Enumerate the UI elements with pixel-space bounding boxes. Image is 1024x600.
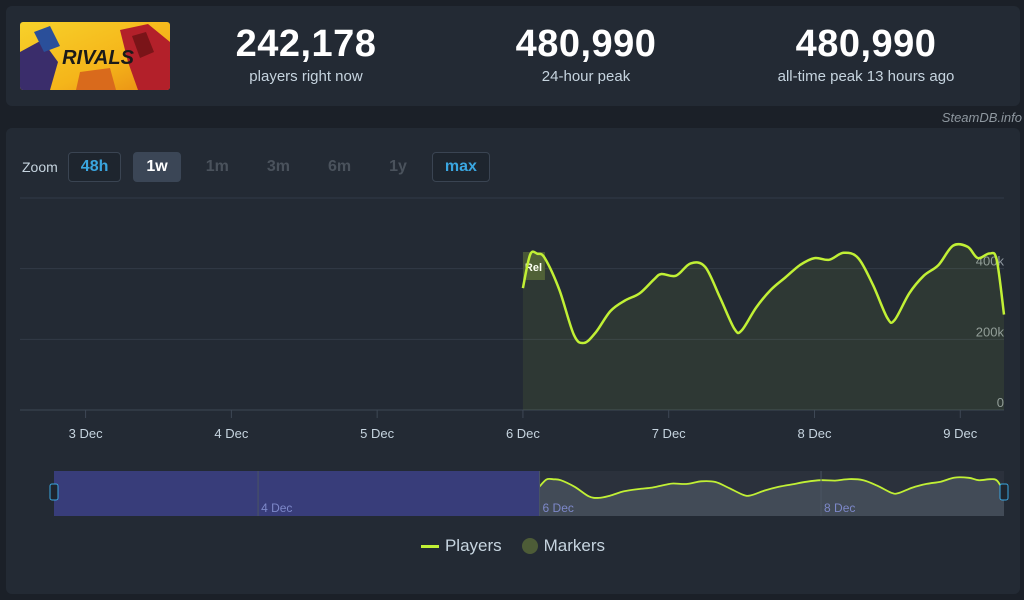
stat-value: 480,990: [795, 23, 937, 65]
navigator-left-handle[interactable]: [49, 483, 59, 501]
stat-label: 24-hour peak: [541, 68, 631, 85]
source-link[interactable]: SteamDB.info: [941, 110, 1022, 125]
zoom-3m-button[interactable]: 3m: [254, 152, 303, 182]
y-tick-label: 200k: [976, 324, 1005, 339]
zoom-6m-button[interactable]: 6m: [315, 152, 364, 182]
navigator-mask: [54, 471, 540, 516]
x-tick-label: 3 Dec: [69, 426, 103, 441]
x-tick-label: 4 Dec: [214, 426, 248, 441]
navigator-tick-label: 6 Dec: [543, 501, 574, 515]
x-tick-label: 6 Dec: [506, 426, 540, 441]
zoom-1w-button[interactable]: 1w: [133, 152, 181, 182]
x-tick-label: 7 Dec: [652, 426, 686, 441]
navigator-tick-label: 4 Dec: [261, 501, 292, 515]
navigator-tick-label: 8 Dec: [824, 501, 855, 515]
navigator-line: [538, 476, 1005, 499]
legend-item-markers[interactable]: Markers: [521, 536, 606, 556]
zoom-controls: Zoom 48h 1w 1m 3m 6m 1y max: [22, 152, 502, 182]
legend-label: Players: [444, 536, 502, 555]
zoom-max-button[interactable]: max: [431, 152, 490, 182]
logo-text: RIVALS: [62, 47, 135, 69]
x-tick-label: 9 Dec: [943, 426, 977, 441]
stat-24h-peak: 480,990 24-hour peak: [466, 22, 706, 85]
release-marker-label: Rel: [525, 262, 542, 274]
stat-value: 480,990: [515, 23, 657, 65]
legend-dot-icon: [521, 538, 538, 554]
stat-value: 242,178: [235, 23, 377, 65]
zoom-label: Zoom: [22, 159, 58, 175]
x-tick-label: 5 Dec: [360, 426, 394, 441]
stat-label: players right now: [249, 68, 363, 85]
x-axis: 3 Dec 4 Dec 5 Dec 6 Dec 7 Dec 8 Dec 9 Dec: [69, 410, 978, 441]
chart-grid: [20, 197, 1004, 411]
series-layer: [521, 242, 1006, 410]
zoom-48h-button[interactable]: 48h: [67, 152, 122, 182]
stats-bar: RIVALS 242,178 players right now 480,990…: [6, 6, 1020, 106]
chart-legend: Players Markers: [6, 536, 1020, 556]
zoom-1y-button[interactable]: 1y: [376, 152, 420, 182]
x-tick-label: 8 Dec: [798, 426, 832, 441]
navigator-right-handle[interactable]: [999, 483, 1009, 501]
stat-all-time-peak: 480,990 all-time peak 13 hours ago: [746, 22, 986, 85]
legend-line-icon: [420, 544, 439, 548]
series-area-0: [522, 244, 1004, 410]
chart-panel: Zoom 48h 1w 1m 3m 6m 1y max 3 Dec 4 Dec 5 …: [6, 128, 1020, 594]
series-line-0: [521, 242, 1006, 345]
legend-label: Markers: [543, 536, 606, 555]
zoom-1m-button[interactable]: 1m: [193, 152, 242, 182]
stat-label: all-time peak 13 hours ago: [777, 68, 955, 85]
stat-players-now: 242,178 players right now: [186, 22, 426, 85]
y-tick-label: 0: [997, 395, 1004, 410]
navigator[interactable]: 4 Dec 6 Dec 8 Dec: [49, 471, 1009, 516]
game-logo-art: RIVALS: [20, 22, 170, 90]
player-count-chart[interactable]: 3 Dec 4 Dec 5 Dec 6 Dec 7 Dec 8 Dec 9 Dec 0 200…: [6, 128, 1020, 594]
legend-item-players[interactable]: Players: [420, 536, 502, 556]
game-logo[interactable]: RIVALS: [20, 22, 170, 90]
